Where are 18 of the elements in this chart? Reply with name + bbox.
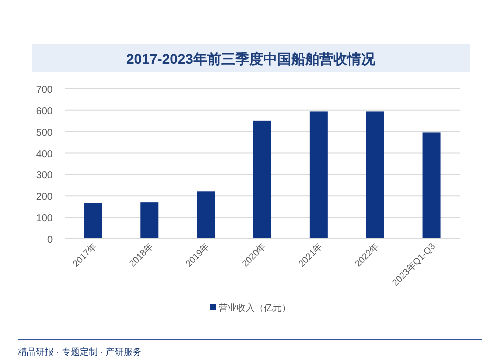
bar xyxy=(422,132,441,239)
y-tick-label: 100 xyxy=(36,214,54,225)
y-tick-label: 600 xyxy=(36,106,54,118)
bar xyxy=(140,202,159,239)
y-tick-label: 300 xyxy=(36,170,54,182)
y-tick-label: 400 xyxy=(36,149,54,160)
y-tick-label: 500 xyxy=(36,128,54,139)
bar xyxy=(84,203,102,239)
legend-label: 营业收入（亿元） xyxy=(219,303,291,313)
bar xyxy=(366,112,384,239)
text: 精品研报 · 专题定制 · 产研服务 xyxy=(18,347,142,357)
bar xyxy=(310,112,328,239)
y-tick-label: 200 xyxy=(36,192,54,204)
y-tick-label: 0 xyxy=(47,235,54,246)
bar xyxy=(197,192,216,239)
bar xyxy=(254,120,272,239)
chart-title: 2017-2023年前三季度中国船舶营收情况 xyxy=(126,51,376,67)
y-tick-label: 700 xyxy=(36,85,54,96)
